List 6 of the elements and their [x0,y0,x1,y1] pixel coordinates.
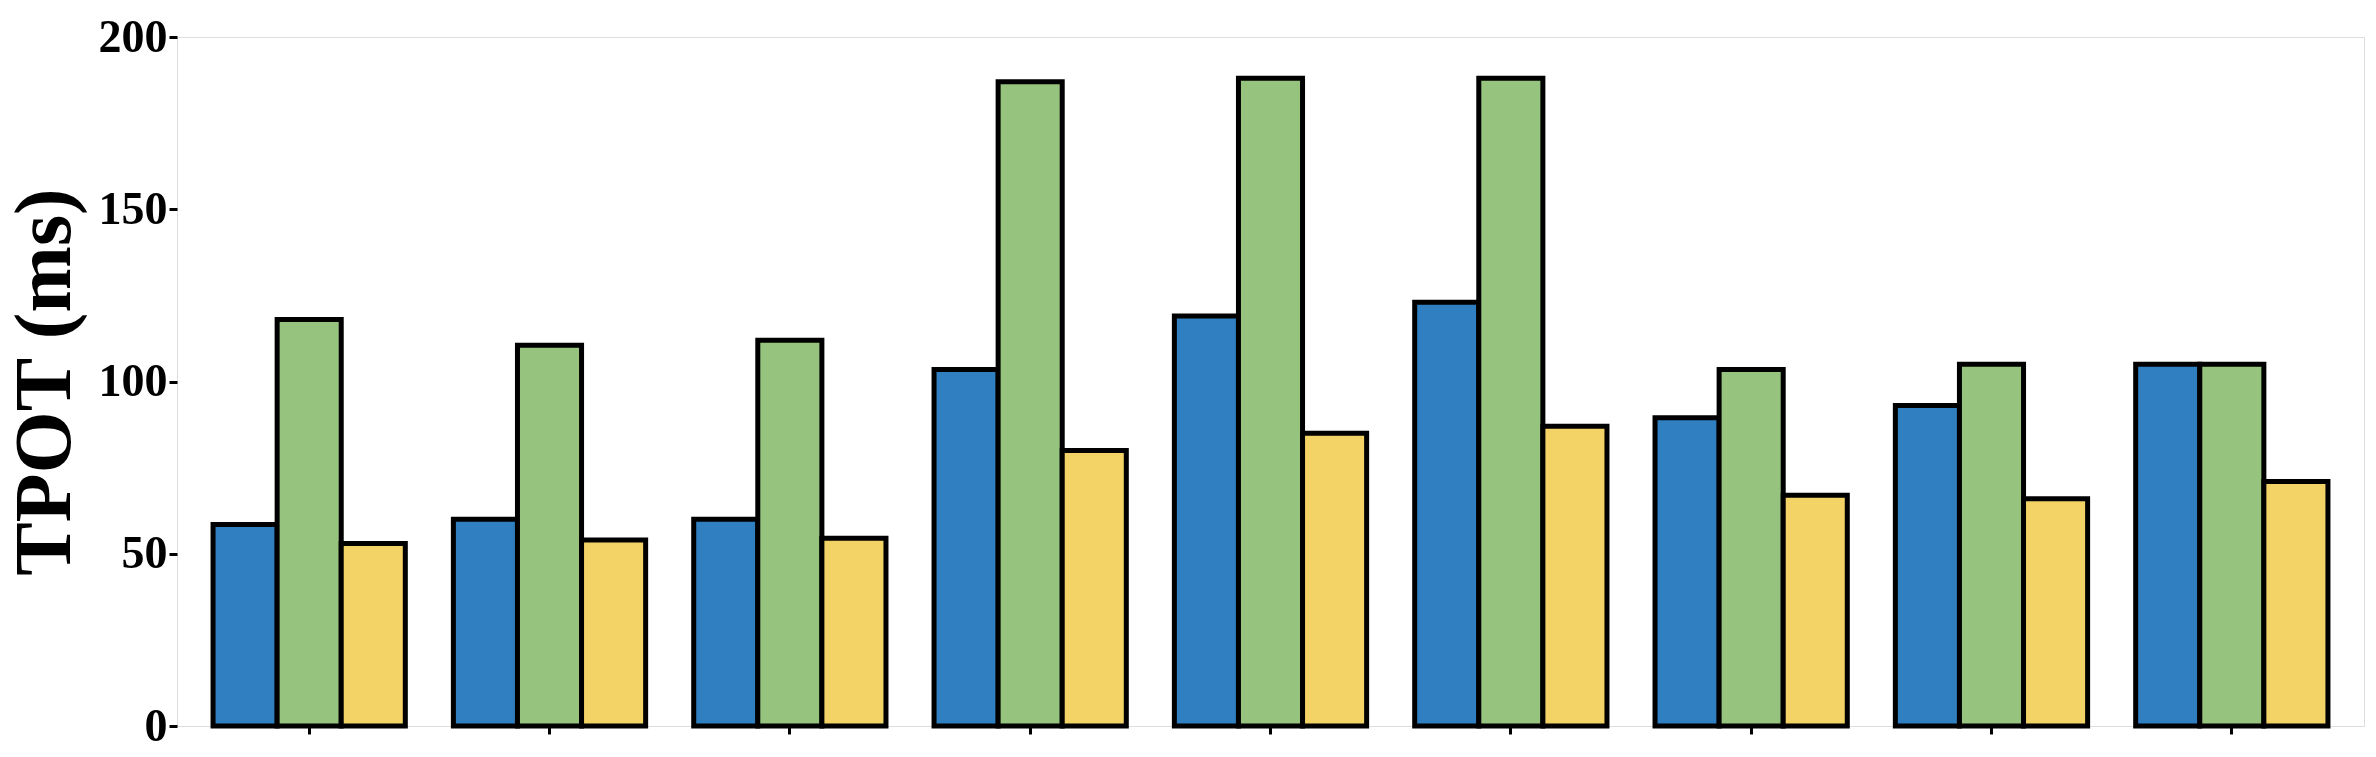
y-tick-label: 100 [98,355,168,406]
y-tick-label: 150 [98,182,168,234]
y-axis-title: TPOT (ms) [0,188,88,576]
y-tick-label: 200 [98,10,168,62]
y-tick-label: 0 [144,699,168,751]
y-tick-label: 50 [121,527,168,579]
